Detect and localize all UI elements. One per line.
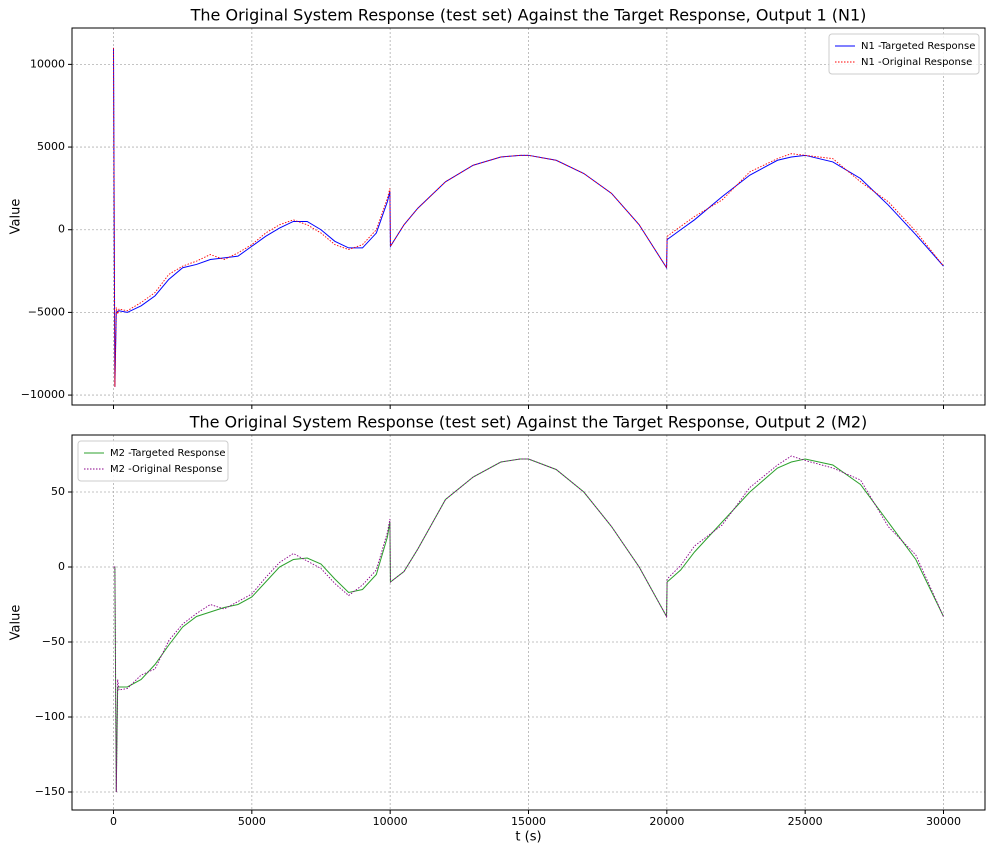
x-tick-label: 25000 (788, 815, 823, 828)
chart-title: The Original System Response (test set) … (189, 413, 868, 432)
y-tick-label: −10000 (21, 388, 65, 401)
plot-frame (71, 434, 986, 811)
subplot: The Original System Response (test set) … (9, 413, 986, 845)
y-tick-label: 0 (58, 223, 65, 236)
legend-label: M2 -Original Response (110, 464, 222, 475)
data-line (113, 455, 944, 793)
y-tick-label: 50 (51, 485, 65, 498)
x-tick-label: 5000 (238, 815, 266, 828)
x-tick-label: 30000 (926, 815, 961, 828)
y-tick-label: 0 (58, 560, 65, 573)
legend: N1 -Targeted Response N1 -Original Respon… (828, 33, 980, 75)
chart-title: The Original System Response (test set) … (190, 6, 867, 25)
y-tick-label: −100 (35, 710, 65, 723)
plot-frame (71, 27, 986, 406)
legend-box (828, 33, 980, 75)
subplot: The Original System Response (test set) … (9, 6, 986, 409)
legend-box (77, 440, 229, 482)
y-tick-label: −5000 (28, 305, 65, 318)
y-axis-label: Value (9, 605, 24, 641)
x-tick-label: 15000 (511, 815, 546, 828)
legend: M2 -Targeted Response M2 -Original Respon… (77, 440, 229, 482)
y-tick-label: −150 (35, 785, 65, 798)
x-tick-label: 10000 (373, 815, 408, 828)
x-axis-label: t (s) (515, 830, 541, 845)
y-axis-label: Value (9, 199, 24, 235)
y-tick-label: −50 (42, 635, 65, 648)
y-tick-label: 5000 (37, 140, 65, 153)
data-line (113, 47, 944, 387)
legend-label: N1 -Original Response (861, 57, 972, 68)
x-tick-label: 20000 (649, 815, 684, 828)
y-tick-label: 10000 (30, 57, 65, 70)
legend-label: M2 -Targeted Response (110, 448, 226, 459)
legend-label: N1 -Targeted Response (861, 41, 975, 52)
x-tick-label: 0 (110, 815, 117, 828)
